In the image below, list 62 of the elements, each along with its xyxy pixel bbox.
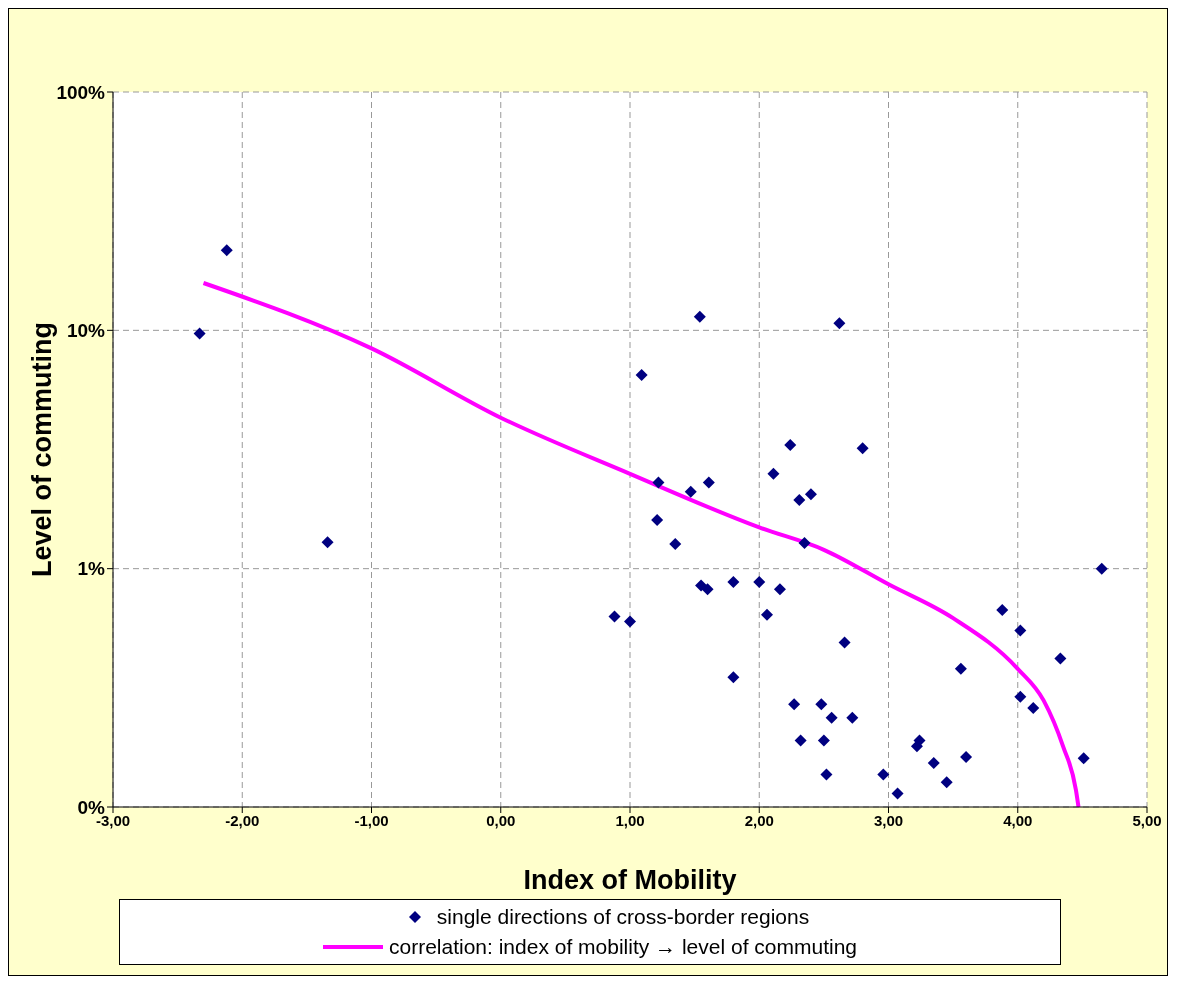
point — [846, 711, 859, 724]
point — [693, 310, 706, 323]
x-tick-label: 1,00 — [615, 811, 645, 829]
point — [651, 514, 664, 527]
point — [927, 756, 940, 769]
point — [891, 787, 904, 800]
point — [669, 537, 682, 550]
point — [220, 244, 233, 257]
point — [773, 583, 786, 596]
point — [784, 439, 797, 452]
point — [761, 608, 774, 621]
point — [1054, 652, 1067, 665]
point — [798, 537, 811, 550]
point — [727, 575, 740, 588]
x-tick-label: 4,00 — [1003, 811, 1033, 829]
point — [856, 442, 869, 455]
point — [940, 776, 953, 789]
y-tick-label: 10% — [66, 320, 106, 342]
point — [1027, 702, 1040, 715]
point — [838, 636, 851, 649]
point — [753, 575, 766, 588]
y-tick-label: 100% — [56, 81, 106, 103]
point — [1077, 752, 1090, 765]
point — [825, 711, 838, 724]
x-tick-label: 5,00 — [1132, 811, 1162, 829]
point — [193, 327, 206, 340]
point — [804, 488, 817, 501]
point — [652, 476, 665, 489]
point — [1014, 624, 1027, 637]
y-axis-title: Level of commuting — [26, 321, 57, 578]
point — [1095, 562, 1108, 575]
point — [624, 615, 636, 628]
point — [702, 476, 715, 489]
point — [684, 485, 697, 498]
x-tick-label: 0,00 — [486, 811, 516, 829]
point — [877, 768, 890, 781]
point — [793, 494, 806, 507]
legend-label: correlation: index of mobility → level of commuting — [388, 935, 858, 959]
point — [701, 583, 714, 596]
point — [727, 671, 740, 684]
point — [833, 317, 846, 330]
point — [817, 734, 830, 747]
y-tick-label: 1% — [77, 558, 106, 580]
point — [996, 604, 1009, 617]
x-tick-label: 2,00 — [744, 811, 774, 829]
point — [815, 698, 828, 711]
line-series — [201, 280, 1081, 807]
point — [788, 698, 801, 711]
x-axis-title: Index of Mobility — [523, 865, 737, 895]
x-tick-label: 3,00 — [873, 811, 904, 829]
point — [767, 467, 780, 480]
point — [321, 536, 334, 549]
legend-label: single directions of cross-border regions — [436, 905, 810, 929]
point — [820, 768, 833, 781]
point — [635, 368, 648, 381]
point — [954, 662, 967, 675]
point — [794, 734, 807, 747]
point — [608, 610, 621, 623]
x-tick-label: -1,00 — [354, 811, 389, 829]
x-tick-label: -2,00 — [225, 811, 260, 829]
point — [1014, 690, 1027, 703]
point — [960, 751, 973, 764]
